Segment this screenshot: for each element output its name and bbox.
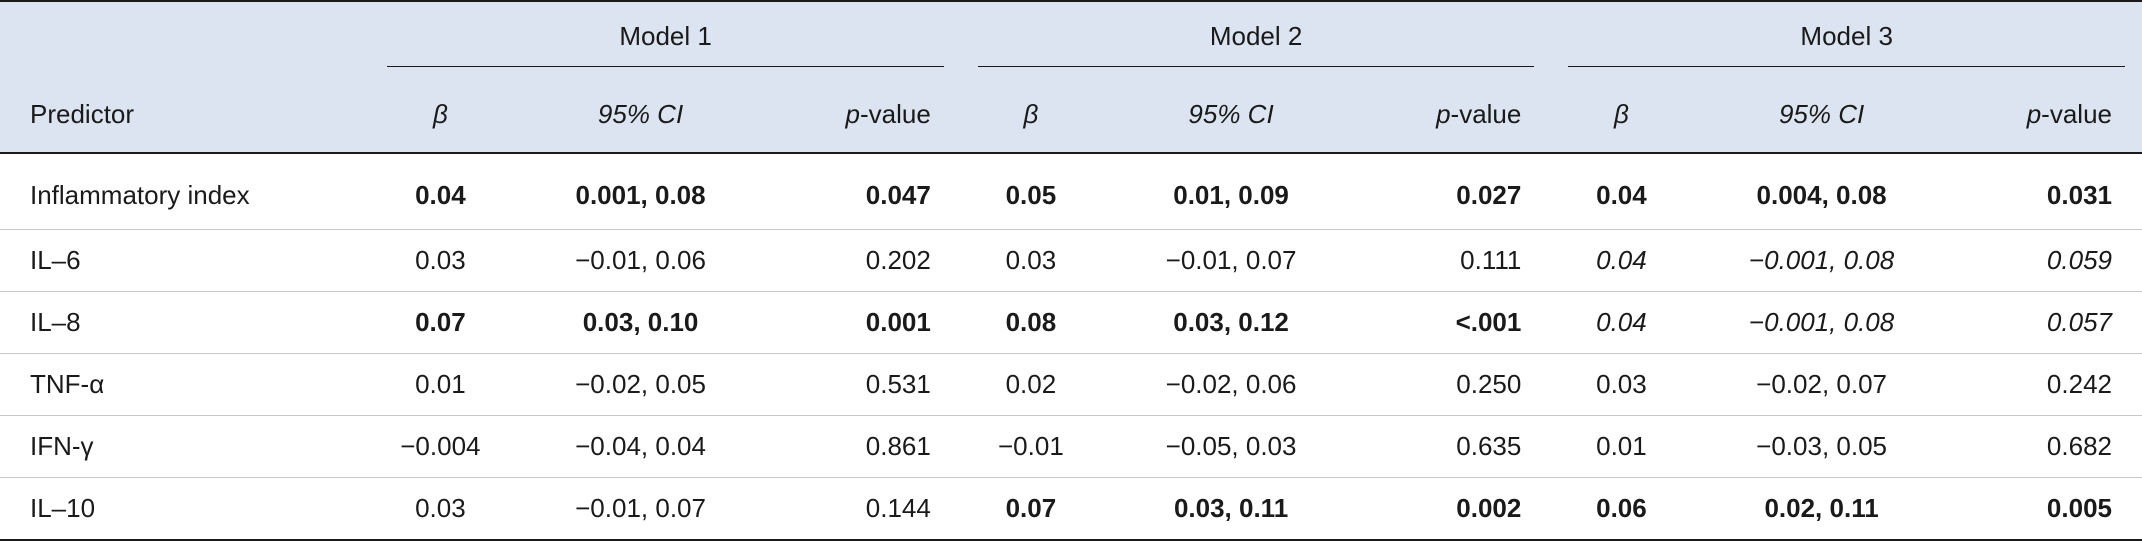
ci-cell: −0.001, 0.08 [1691,291,1952,354]
p-value-cell: 0.047 [865,179,931,210]
ci-cell: −0.01, 0.06 [510,229,771,292]
beta-cell: 0.04 [1551,291,1692,354]
beta-header: β [1023,98,1039,129]
p-value-header: p-value [1436,98,1522,129]
predictor-cell: IL–10 [0,477,371,540]
table-row: IFN-γ −0.004 −0.04, 0.04 0.861 −0.01 −0.05, 0… [0,415,2142,478]
p-value-cell: 0.682 [1951,415,2142,478]
predictor-cell: IL–6 [0,229,371,292]
beta-cell: 0.03 [960,229,1101,292]
beta-cell: 0.03 [1551,353,1692,416]
ci-cell: −0.02, 0.05 [510,353,771,416]
table-row: TNF-α 0.01 −0.02, 0.05 0.531 0.02 −0.02, 0.06… [0,353,2142,416]
p-value-cell: 0.144 [770,477,961,540]
predictor-header: Predictor [30,98,135,129]
ci-header: 95% CI [1778,98,1865,129]
p-value-cell: 0.202 [770,229,961,292]
beta-header: β [1613,98,1629,129]
table-row: IL–8 0.07 0.03, 0.10 0.001 0.08 0.03, 0.12 <.0… [0,291,2142,354]
ci-cell: 0.004, 0.08 [1756,179,1887,210]
p-value-cell: 0.002 [1361,477,1552,540]
p-value-cell: 0.111 [1361,229,1552,292]
predictor-cell: TNF-α [0,353,371,416]
beta-cell: 0.05 [1005,179,1057,210]
ci-cell: −0.03, 0.05 [1691,415,1952,478]
p-value-cell: <.001 [1361,291,1552,354]
beta-cell: 0.08 [960,291,1101,354]
predictor-cell: Inflammatory index [30,179,250,210]
ci-cell: −0.01, 0.07 [1100,229,1362,292]
ci-cell: 0.03, 0.11 [1100,477,1362,540]
p-value-cell: 0.027 [1456,179,1522,210]
beta-cell: 0.03 [370,229,511,292]
beta-cell: −0.01 [960,415,1101,478]
predictor-cell: IFN-γ [0,415,371,478]
beta-cell: 0.02 [960,353,1101,416]
beta-cell: 0.06 [1551,477,1692,540]
ci-cell: −0.05, 0.03 [1100,415,1362,478]
beta-cell: 0.04 [1596,179,1647,210]
p-value-cell: 0.057 [1951,291,2142,354]
ci-cell: 0.03, 0.10 [510,291,771,354]
p-value-cell: 0.250 [1361,353,1552,416]
ci-cell: −0.02, 0.07 [1691,353,1952,416]
p-value-cell: 0.861 [770,415,961,478]
p-value-cell: 0.059 [1951,229,2142,292]
p-value-cell: 0.242 [1951,353,2142,416]
beta-cell: 0.04 [415,179,466,210]
beta-cell: 0.04 [1551,229,1692,292]
p-value-cell: 0.005 [1951,477,2142,540]
p-value-header: p-value [2026,98,2112,129]
beta-header: β [432,98,448,129]
p-value-header: p-value [845,98,931,129]
ci-cell: −0.02, 0.06 [1100,353,1362,416]
table-row: IL–6 0.03 −0.01, 0.06 0.202 0.03 −0.01, 0.07 0… [0,229,2142,292]
header-blank [0,1,370,81]
model-1-header: Model 1 [370,1,961,81]
ci-cell: 0.02, 0.11 [1691,477,1952,540]
beta-cell: 0.07 [370,291,511,354]
table-body: Inflammatory index 0.04 0.001, 0.08 0.047 0.… [0,153,2142,540]
p-value-cell: 0.635 [1361,415,1552,478]
table-row: Inflammatory index 0.04 0.001, 0.08 0.047 0.… [0,153,2142,230]
table-header: Model 1 Model 2 Model 3 Predictor β 95% … [0,1,2142,153]
beta-cell: 0.07 [960,477,1101,540]
ci-cell: 0.001, 0.08 [575,179,706,210]
p-value-cell: 0.531 [770,353,961,416]
model-3-header: Model 3 [1551,1,2142,81]
ci-cell: 0.03, 0.12 [1100,291,1362,354]
p-value-cell: 0.031 [2046,179,2112,210]
ci-cell: 0.01, 0.09 [1173,179,1289,210]
beta-cell: 0.01 [370,353,511,416]
beta-cell: −0.004 [370,415,511,478]
p-value-cell: 0.001 [770,291,961,354]
ci-cell: −0.01, 0.07 [510,477,771,540]
ci-cell: −0.04, 0.04 [510,415,771,478]
model-2-header: Model 2 [961,1,1552,81]
ci-cell: −0.001, 0.08 [1691,229,1952,292]
ci-header: 95% CI [1188,98,1274,129]
ci-header: 95% CI [597,98,684,129]
predictor-cell: IL–8 [0,291,371,354]
table-row: IL–10 0.03 −0.01, 0.07 0.144 0.07 0.03, 0.11 0… [0,477,2142,540]
beta-cell: 0.03 [370,477,511,540]
beta-cell: 0.01 [1551,415,1692,478]
